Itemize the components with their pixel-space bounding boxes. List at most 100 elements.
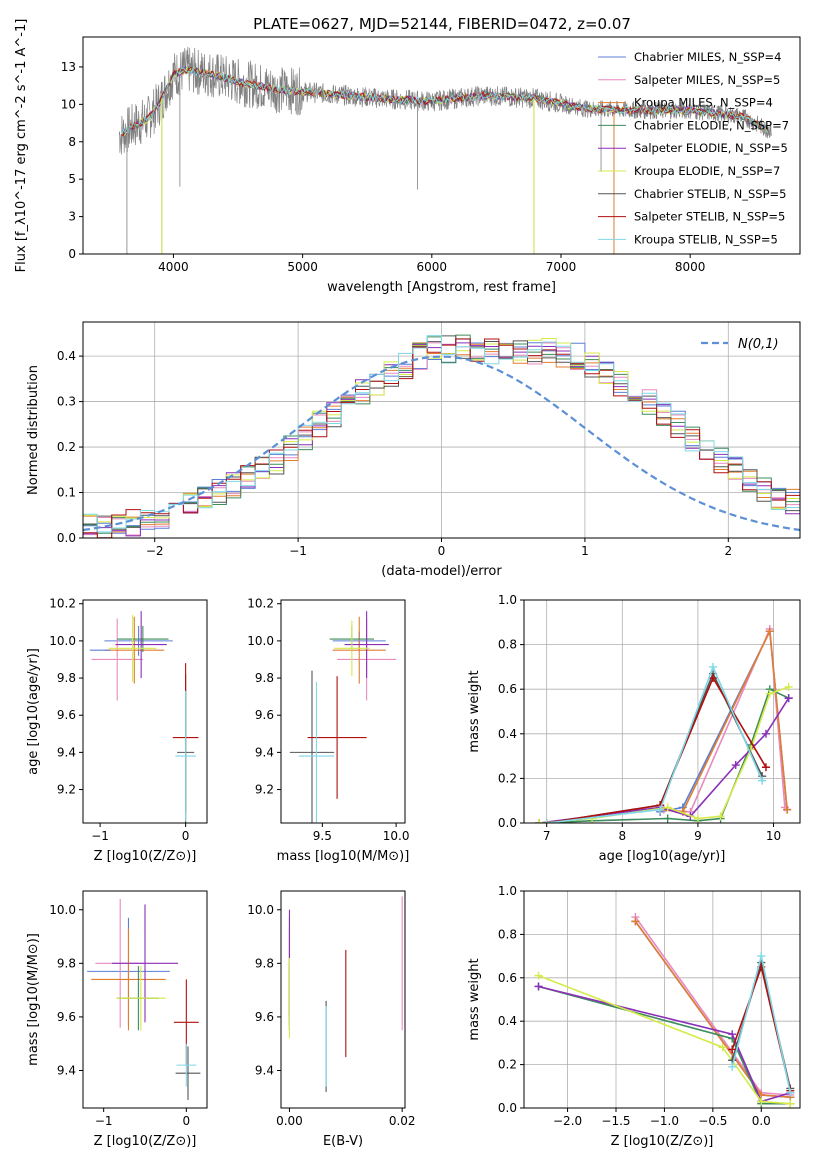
point-marker [534, 971, 543, 980]
y-tick-label: 9.6 [255, 708, 274, 722]
x-tick-label: −2 [146, 544, 164, 558]
y-tick-label: 10 [61, 97, 76, 111]
point-marker [758, 776, 767, 785]
y-tick-label: 9.4 [255, 745, 274, 759]
series-line [663, 628, 786, 813]
x-tick-label: 0 [438, 544, 446, 558]
legend-label: Chabrier MILES, N_SSP=4 [634, 50, 781, 64]
series-line [538, 697, 790, 823]
series-line [546, 671, 763, 823]
point-marker [731, 761, 740, 770]
plot-area [89, 611, 199, 823]
hist-salpeter-stelib [83, 338, 800, 538]
chart-age_vs_mass: 9.5 10.0 9.2 9.4 9.6 9.8 10.0 10.2 mass [log10(M… [247, 597, 409, 864]
x-tick-label: 9.5 [313, 829, 332, 843]
chart-residuals: −2 −1 0 1 2 0.0 0.1 0.2 0.3 0.4 (data-model)/error… [26, 321, 801, 579]
chart-mass_vs_Z: −1 0 9.4 9.6 9.8 10.0 Z [log10(Z/Z⊙)] mass [log… [26, 890, 208, 1149]
axes-frame [280, 599, 406, 824]
y-tick-label: 0.6 [498, 682, 517, 696]
hist-salpeter-elodie [83, 342, 800, 537]
axes-frame [82, 321, 801, 539]
point-marker [656, 805, 665, 814]
x-tick-label: 0.0 [752, 1114, 771, 1128]
series-line [659, 628, 788, 813]
x-tick-label: −1 [289, 544, 307, 558]
x-axis-label: Z [log10(Z/Z⊙)] [611, 1134, 714, 1149]
y-tick-label: 0.1 [57, 486, 76, 500]
point-marker [631, 917, 640, 926]
series-line [538, 974, 791, 1105]
y-axis-label: age [log10(age/yr)] [26, 648, 41, 775]
chart-mass_vs_EBV: 0.00 0.02 9.4 9.6 9.8 10.0 E(B-V) [247, 890, 416, 1149]
x-axis-label: Z [log10(Z/Z⊙)] [94, 849, 197, 864]
point-marker [765, 689, 774, 698]
model-line-salpeter-stelib [121, 67, 769, 137]
y-tick-label: 9.8 [255, 671, 274, 685]
y-axis-label: mass [log10(M/M⊙)] [26, 933, 41, 1066]
x-tick-label: 1 [581, 544, 589, 558]
y-axis-label: mass weight [467, 958, 482, 1040]
x-tick-label: −1 [95, 1114, 113, 1128]
axes-frame [523, 890, 801, 1109]
y-tick-label: 9.2 [57, 783, 76, 797]
y-tick-label: 10.0 [49, 634, 76, 648]
y-tick-label: 1.0 [498, 884, 517, 898]
point-marker [542, 819, 551, 823]
y-tick-label: 0.0 [498, 1101, 517, 1115]
hist-kroupa-elodie [83, 338, 800, 523]
legend-label: Salpeter MILES, N_SSP=5 [634, 73, 780, 87]
point-marker [728, 1045, 737, 1054]
point-marker [761, 763, 770, 772]
x-tick-label: 2 [724, 544, 732, 558]
y-tick-label: 0.8 [498, 927, 517, 941]
axes-frame [82, 36, 801, 255]
point-marker [761, 729, 770, 738]
x-tick-label: 4000 [158, 260, 189, 274]
x-tick-label: 8000 [675, 260, 706, 274]
y-tick-label: 9.8 [255, 956, 274, 970]
y-tick-label: 0.0 [498, 816, 517, 830]
y-tick-label: 13 [61, 60, 76, 74]
figure-title: PLATE=0627, MJD=52144, FIBERID=0472, z=0… [253, 15, 631, 33]
x-tick-label: 0.02 [389, 1114, 416, 1128]
y-tick-label: 9.8 [57, 671, 76, 685]
x-axis-label: age [log10(age/yr)] [599, 849, 726, 864]
x-tick-label: −0.5 [698, 1114, 727, 1128]
y-tick-label: 0.2 [498, 1058, 517, 1072]
plot-area [535, 624, 793, 823]
axes-frame [82, 599, 208, 824]
x-tick-label: 8 [618, 829, 626, 843]
x-axis-label: E(B-V) [323, 1134, 363, 1149]
x-tick-label: 0.00 [276, 1114, 303, 1128]
x-axis-label: wavelength [Angstrom, rest frame] [327, 280, 556, 295]
x-tick-label: 6000 [417, 260, 448, 274]
y-tick-label: 10.2 [247, 597, 274, 611]
point-marker [786, 1099, 795, 1108]
x-tick-label: 0 [182, 829, 190, 843]
point-marker [709, 662, 718, 671]
point-marker [784, 682, 793, 691]
x-axis-label: mass [log10(M/M⊙)] [277, 849, 410, 864]
point-marker [716, 812, 725, 821]
y-tick-label: 10.0 [49, 903, 76, 917]
series-line [660, 628, 788, 813]
y-axis-label: Normed distribution [26, 365, 41, 495]
plot-area [83, 334, 800, 538]
point-marker [693, 814, 702, 823]
y-tick-label: 0.4 [498, 1014, 517, 1028]
x-tick-label: −1.5 [601, 1114, 630, 1128]
y-tick-label: 0.6 [498, 971, 517, 985]
chart-mass_weight_vs_age: 7 8 9 10 0.0 0.2 0.4 0.6 0.8 1.0 age [log10(age/yr… [467, 593, 801, 864]
y-tick-label: 0.8 [498, 638, 517, 652]
x-tick-label: −1.0 [650, 1114, 679, 1128]
series-line [538, 985, 791, 1103]
axes-frame [523, 599, 801, 824]
legend-label: Kroupa ELODIE, N_SSP=7 [634, 164, 780, 178]
y-tick-label: 0.0 [57, 531, 76, 545]
hist-chabrier-stelib [83, 335, 800, 530]
hist-chabrier-miles [83, 338, 800, 534]
model-line-kroupa-stelib [121, 67, 769, 135]
x-axis-label: Z [log10(Z/Z⊙)] [94, 1134, 197, 1149]
legend: N(0,1) [701, 337, 779, 352]
hist-kroupa-stelib [83, 335, 800, 533]
